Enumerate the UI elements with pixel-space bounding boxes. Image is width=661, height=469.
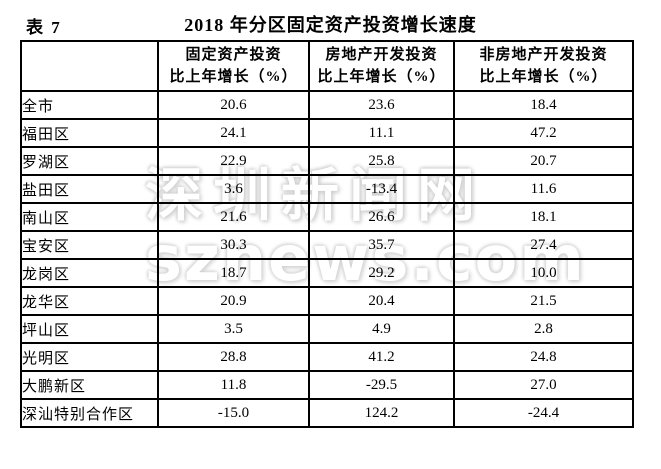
cell-value: 47.2	[453, 118, 634, 148]
cell-value: 21.6	[157, 202, 310, 232]
cell-value: -24.4	[453, 398, 634, 428]
cell-value: 11.1	[308, 118, 455, 148]
cell-value: 24.8	[453, 342, 634, 372]
cell-value: 20.4	[308, 286, 455, 316]
table-row: 龙岗区 18.7 29.2 10.0	[20, 258, 634, 288]
cell-value: 25.8	[308, 146, 455, 176]
row-label: 深汕特别合作区	[20, 398, 159, 428]
cell-value: 4.9	[308, 314, 455, 344]
table-row: 大鹏新区 11.8 -29.5 27.0	[20, 370, 634, 400]
header-row: 固定资产投资 比上年增长（%） 房地产开发投资 比上年增长（%） 非房地产开发投…	[20, 40, 634, 92]
table-row: 盐田区 3.6 -13.4 11.6	[20, 174, 634, 204]
cell-value: 2.8	[453, 314, 634, 344]
cell-value: 27.4	[453, 230, 634, 260]
header-blank-cell	[20, 40, 159, 92]
cell-value: 3.5	[157, 314, 310, 344]
cell-value: 24.1	[157, 118, 310, 148]
header-non-real-estate: 非房地产开发投资 比上年增长（%）	[453, 40, 634, 92]
cell-value: 124.2	[308, 398, 455, 428]
cell-value: 10.0	[453, 258, 634, 288]
cell-value: 22.9	[157, 146, 310, 176]
table-row: 全市 20.6 23.6 18.4	[20, 90, 634, 120]
page-title: 2018 年分区固定资产投资增长速度	[184, 15, 477, 35]
header-line: 固定资产投资	[185, 47, 282, 63]
title-bar: 表 7 2018 年分区固定资产投资增长速度	[0, 11, 661, 37]
cell-value: -13.4	[308, 174, 455, 204]
row-label: 福田区	[20, 118, 159, 148]
table-row: 宝安区 30.3 35.7 27.4	[20, 230, 634, 260]
header-line: 房地产开发投资	[325, 47, 438, 63]
row-label: 南山区	[20, 202, 159, 232]
row-label: 坪山区	[20, 314, 159, 344]
cell-value: 26.6	[308, 202, 455, 232]
row-label: 龙华区	[20, 286, 159, 316]
cell-value: 20.7	[453, 146, 634, 176]
row-label: 全市	[20, 90, 159, 120]
table-row: 福田区 24.1 11.1 47.2	[20, 118, 634, 148]
cell-value: 11.8	[157, 370, 310, 400]
cell-value: 18.4	[453, 90, 634, 120]
header-line: 比上年增长（%）	[317, 69, 446, 85]
row-label: 光明区	[20, 342, 159, 372]
header-line: 比上年增长（%）	[169, 69, 298, 85]
cell-value: -29.5	[308, 370, 455, 400]
table-row: 龙华区 20.9 20.4 21.5	[20, 286, 634, 316]
table-row: 坪山区 3.5 4.9 2.8	[20, 314, 634, 344]
cell-value: 20.9	[157, 286, 310, 316]
table-row: 南山区 21.6 26.6 18.1	[20, 202, 634, 232]
table-row: 光明区 28.8 41.2 24.8	[20, 342, 634, 372]
cell-value: 23.6	[308, 90, 455, 120]
cell-value: 28.8	[157, 342, 310, 372]
cell-value: 20.6	[157, 90, 310, 120]
investment-growth-table: 固定资产投资 比上年增长（%） 房地产开发投资 比上年增长（%） 非房地产开发投…	[20, 40, 634, 428]
table-row: 深汕特别合作区 -15.0 124.2 -24.4	[20, 398, 634, 428]
cell-value: 3.6	[157, 174, 310, 204]
row-label: 龙岗区	[20, 258, 159, 288]
cell-value: 35.7	[308, 230, 455, 260]
cell-value: 18.1	[453, 202, 634, 232]
header-line: 比上年增长（%）	[479, 69, 608, 85]
cell-value: 29.2	[308, 258, 455, 288]
cell-value: 21.5	[453, 286, 634, 316]
cell-value: -15.0	[157, 398, 310, 428]
header-fixed-asset: 固定资产投资 比上年增长（%）	[157, 40, 310, 92]
header-real-estate: 房地产开发投资 比上年增长（%）	[308, 40, 455, 92]
header-line: 非房地产开发投资	[479, 47, 608, 63]
cell-value: 30.3	[157, 230, 310, 260]
cell-value: 18.7	[157, 258, 310, 288]
row-label: 大鹏新区	[20, 370, 159, 400]
row-label: 盐田区	[20, 174, 159, 204]
cell-value: 11.6	[453, 174, 634, 204]
table-row: 罗湖区 22.9 25.8 20.7	[20, 146, 634, 176]
cell-value: 27.0	[453, 370, 634, 400]
cell-value: 41.2	[308, 342, 455, 372]
table-number-label: 表 7	[26, 18, 62, 37]
row-label: 罗湖区	[20, 146, 159, 176]
row-label: 宝安区	[20, 230, 159, 260]
